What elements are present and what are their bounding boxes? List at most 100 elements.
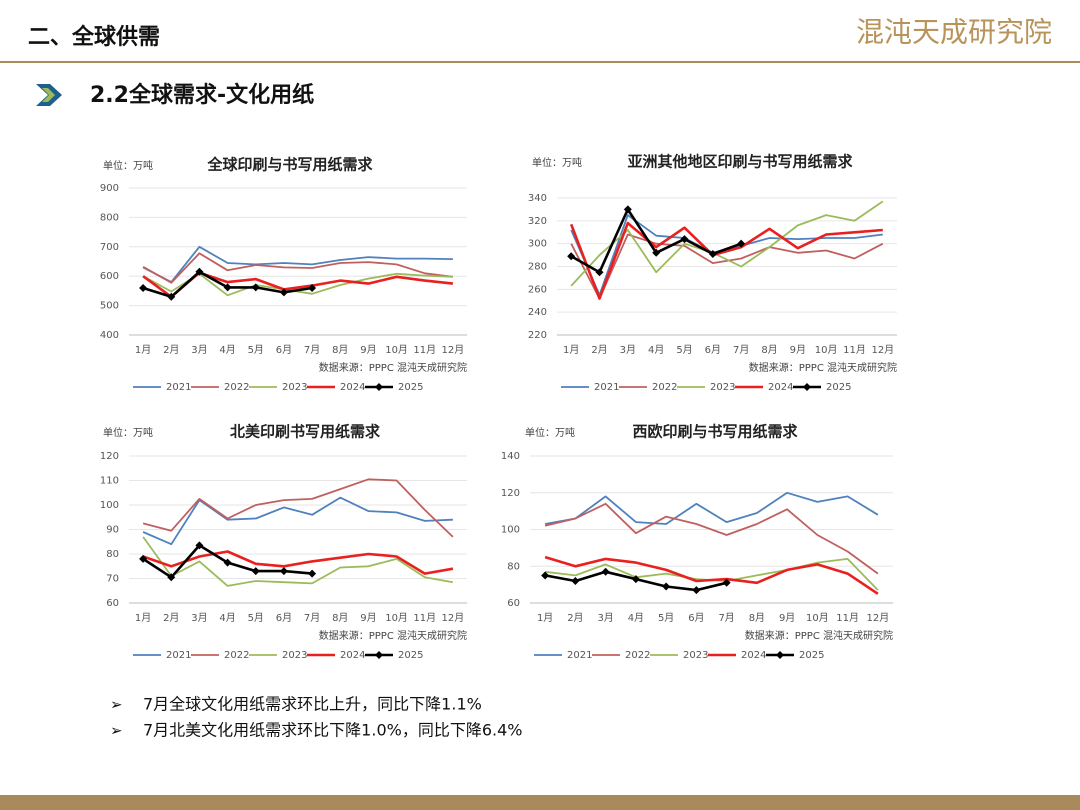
chart-title: 全球印刷与书写用纸需求 [206,156,373,174]
y-tick-label: 240 [528,307,547,318]
y-tick-label: 300 [528,239,547,250]
legend-label: 2023 [710,382,735,393]
bullet-icon: ➢ [110,722,123,740]
point-marker [708,249,717,258]
y-tick-label: 260 [528,284,547,295]
chevron-inner [42,88,55,102]
footer-bar [0,795,1080,810]
series-line [544,555,879,595]
legend-label: 2021 [594,382,619,393]
bullet: 7月北美文化用纸需求环比下降1.0%，同比下降6.4% [143,721,522,740]
point-marker [279,567,288,576]
x-tick-label: 7月 [733,344,749,356]
source: 数据来源：PPPC 混沌天成研究院 [749,361,897,374]
x-tick-label: 7月 [304,344,320,356]
x-tick-label: 11月 [843,344,866,356]
x-tick-label: 3月 [191,612,207,624]
point-marker [139,283,148,292]
point-marker [737,239,746,248]
x-tick-label: 2月 [163,612,179,624]
x-tick-label: 6月 [276,612,292,624]
x-tick-label: 4月 [219,344,235,356]
y-tick-label: 70 [106,574,119,585]
legend-label: 2021 [567,650,592,661]
series-line [142,252,454,284]
y-tick-label: 320 [528,216,547,227]
point-marker [308,569,317,578]
x-tick-label: 10月 [815,344,838,356]
unit-label: 单位：万吨 [532,156,582,169]
x-tick-label: 5月 [676,344,692,356]
point-marker [652,248,661,257]
point-marker [139,554,148,563]
legend-label: 2025 [799,650,824,661]
series-line [142,550,454,575]
series-line [570,233,884,300]
x-tick-label: 9月 [360,344,376,356]
y-tick-label: 280 [528,262,547,273]
y-tick-label: 500 [100,301,119,312]
y-tick-label: 80 [507,561,520,572]
y-tick-label: 220 [528,330,547,341]
point-marker [567,252,576,261]
x-tick-label: 10月 [385,612,408,624]
x-tick-label: 2月 [591,344,607,356]
series-line [569,221,883,300]
chart-title: 西欧印刷与书写用纸需求 [632,423,798,441]
source: 数据来源：PPPC 混沌天成研究院 [745,629,893,642]
y-tick-label: 700 [100,242,119,253]
legend-label: 2024 [741,650,766,661]
y-tick-label: 400 [100,330,119,341]
point-marker [195,541,204,550]
legend-label: 2025 [826,382,851,393]
y-tick-label: 340 [528,193,547,204]
bullet-icon: ➢ [110,696,123,714]
x-tick-label: 1月 [135,344,151,356]
x-tick-label: 1月 [135,612,151,624]
x-tick-label: 8月 [332,612,348,624]
x-tick-label: 6月 [276,344,292,356]
section-title: 2.2全球需求-文化用纸 [90,82,314,108]
x-tick-label: 10月 [806,612,829,624]
series-line [544,491,879,525]
legend-label: 2021 [166,382,191,393]
x-tick-label: 5月 [248,344,264,356]
legend-label: 2023 [683,650,708,661]
x-tick-label: 8月 [332,344,348,356]
legend-label: 2025 [398,382,423,393]
legend-marker [375,383,383,391]
y-tick-label: 100 [501,525,520,536]
x-tick-label: 9月 [790,344,806,356]
point-marker [223,283,232,292]
legend-label: 2021 [166,650,191,661]
series-line [142,496,453,546]
series-line [544,502,879,575]
x-tick-label: 12月 [442,344,465,356]
y-tick-label: 60 [106,598,119,609]
legend-marker [375,651,383,659]
y-tick-label: 600 [100,271,119,282]
chart-title: 北美印刷书写用纸需求 [230,423,381,441]
y-tick-label: 60 [507,598,520,609]
x-tick-label: 12月 [871,344,894,356]
x-tick-label: 9月 [360,612,376,624]
y-tick-label: 120 [501,488,520,499]
y-tick-label: 120 [100,451,119,462]
point-marker [601,567,610,576]
y-tick-label: 90 [106,525,119,536]
x-tick-label: 5月 [248,612,264,624]
x-tick-label: 7月 [304,612,320,624]
point-marker [662,582,671,591]
x-tick-label: 4月 [219,612,235,624]
point-marker [541,571,550,580]
bullet: 7月全球文化用纸需求环比上升，同比下降1.1% [143,695,482,714]
legend-label: 2022 [652,382,677,393]
x-tick-label: 3月 [597,612,613,624]
y-tick-label: 110 [100,476,119,487]
x-tick-label: 12月 [867,612,890,624]
legend-label: 2022 [625,650,650,661]
point-marker [571,576,580,585]
point-marker [251,567,260,576]
legend-label: 2022 [224,382,249,393]
